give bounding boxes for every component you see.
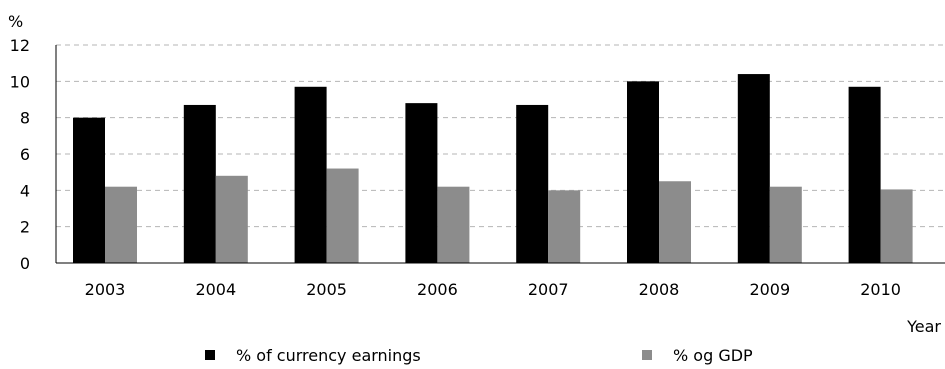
bar-gdp-2004 [215, 175, 248, 263]
bar-gdp-2008 [659, 181, 691, 263]
legend-swatch [642, 350, 652, 360]
y-tick-label: 2 [20, 218, 30, 237]
bar-gdp-2006 [437, 186, 470, 263]
legend-label: % of currency earnings [236, 346, 421, 365]
bars [73, 74, 913, 264]
bar-currency-earnings-2004 [183, 104, 216, 263]
x-axis-label: Year [906, 317, 941, 336]
bar-currency-earnings-2005 [294, 86, 327, 264]
x-tick-label: 2010 [860, 280, 901, 299]
bar-gdp-2007 [548, 190, 581, 263]
y-tick-label: 4 [20, 181, 30, 200]
x-tick-label: 2007 [528, 280, 569, 299]
bar-gdp-2009 [769, 186, 802, 263]
legend: % of currency earnings % og GDP [205, 346, 753, 365]
bar-currency-earnings-2009 [737, 74, 770, 263]
axes: 0 2 4 6 8 10 12 2003 2004 2005 2006 2007 2008 2009 201… [10, 36, 945, 299]
x-tick-label: 2003 [85, 280, 126, 299]
x-tick-label: 2006 [417, 280, 458, 299]
bar-currency-earnings-2006 [405, 103, 438, 263]
y-tick-label: 0 [20, 254, 30, 273]
bar-currency-earnings-2003 [73, 117, 105, 264]
x-tick-label: 2009 [749, 280, 790, 299]
x-tick-label: 2008 [639, 280, 680, 299]
y-tick-label: 8 [20, 109, 30, 128]
bar-gdp-2003 [105, 186, 137, 263]
bar-currency-earnings-2008 [627, 81, 659, 263]
bar-gdp-2010 [880, 189, 913, 263]
legend-label: % og GDP [673, 346, 753, 365]
bar-currency-earnings-2010 [848, 86, 881, 264]
bar-currency-earnings-2007 [516, 104, 549, 263]
y-tick-label: 6 [20, 145, 30, 164]
y-axis-label: % [8, 12, 23, 31]
x-tick-label: 2004 [195, 280, 236, 299]
legend-swatch [205, 350, 215, 360]
y-tick-label: 10 [10, 72, 30, 91]
bar-gdp-2005 [326, 168, 359, 263]
y-tick-label: 12 [10, 36, 30, 55]
x-tick-label: 2005 [306, 280, 347, 299]
